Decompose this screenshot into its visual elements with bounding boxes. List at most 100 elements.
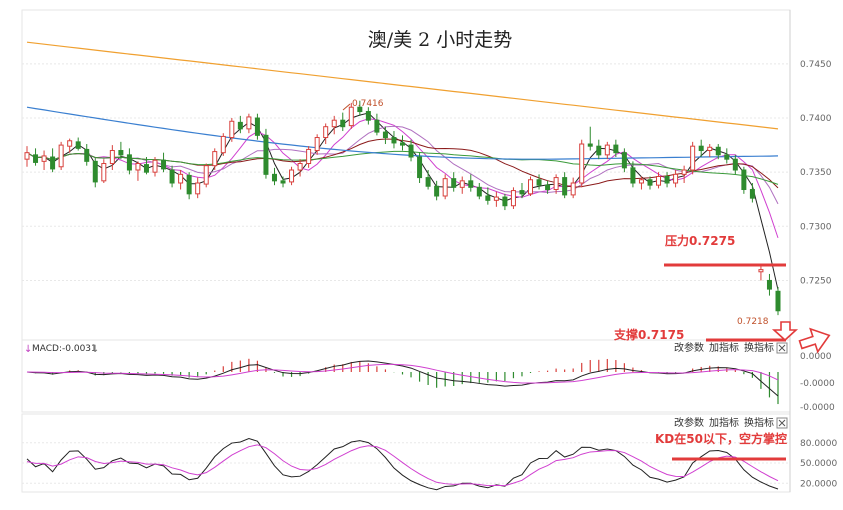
- candle-up: [220, 135, 226, 154]
- candle-down: [476, 186, 482, 197]
- macd-toolbar-switch-indicator[interactable]: 换指标: [744, 341, 774, 354]
- candle-up: [638, 179, 644, 184]
- resistance-annotation: 压力0.7275: [665, 233, 735, 248]
- candle-down: [698, 145, 704, 152]
- candle-up: [570, 182, 576, 196]
- candle-down: [749, 188, 755, 199]
- low-price-label: 0.7218: [737, 317, 769, 327]
- macd-gray-arrow-icon: ↓: [91, 344, 99, 355]
- candle-down: [271, 173, 277, 182]
- price-y-tick-label: 0.7450: [800, 60, 832, 70]
- macd-toolbar-add-indicator[interactable]: 加指标: [709, 341, 739, 354]
- candle-up: [178, 173, 184, 184]
- candle-layer: [24, 100, 781, 316]
- candle-down: [451, 178, 457, 188]
- macd-dif-line: [26, 360, 779, 397]
- candle-down: [50, 156, 56, 170]
- candle-up: [656, 176, 662, 186]
- high-label-leader: [342, 103, 351, 111]
- kd-toolbar-switch-indicator[interactable]: 换指标: [744, 416, 774, 429]
- candle-down: [621, 152, 627, 169]
- macd-y-tick-label: -0.0000: [800, 403, 835, 413]
- kd-d-line: [26, 444, 779, 487]
- candle-down: [587, 143, 593, 147]
- candle-up: [135, 163, 141, 171]
- y-tick-layer: 0.7450 0.7400 0.7350 0.7300 0.7250 0.0000 -0.0…: [800, 60, 837, 489]
- candle-up: [212, 151, 218, 167]
- price-y-tick-label: 0.7250: [800, 276, 832, 286]
- candle-up: [528, 179, 534, 195]
- candle-down: [519, 190, 525, 195]
- candle-down: [766, 279, 772, 290]
- macd-y-tick-label: 0.0000: [800, 352, 832, 362]
- candle-down: [775, 290, 781, 312]
- candle-down: [92, 160, 98, 183]
- candle-down: [647, 179, 653, 186]
- candle-down: [75, 141, 81, 149]
- candle-down: [280, 180, 286, 184]
- candle-down: [126, 154, 132, 171]
- candle-down: [33, 154, 39, 163]
- high-price-label: 0.7416: [352, 99, 384, 109]
- macd-close-icon[interactable]: [776, 342, 788, 354]
- candle-up: [314, 137, 320, 152]
- kd-toolbar-change-params[interactable]: 改参数: [674, 416, 704, 429]
- candle-down: [84, 148, 90, 162]
- candle-up: [331, 119, 337, 128]
- candle-down: [434, 185, 440, 197]
- down-arrow-icon: [771, 321, 799, 342]
- candle-down: [596, 145, 602, 156]
- candle-up: [297, 163, 303, 171]
- kd-close-icon[interactable]: [776, 417, 788, 429]
- candle-up: [195, 182, 201, 195]
- kd-toolbar-add-indicator[interactable]: 加指标: [709, 416, 739, 429]
- kd-y-tick-label: 20.0000: [800, 479, 837, 489]
- candle-down: [169, 169, 175, 184]
- candle-down: [400, 142, 405, 146]
- macd-toolbar-change-params[interactable]: 改参数: [674, 341, 704, 354]
- candle-down: [237, 121, 243, 130]
- candle-down: [143, 164, 149, 173]
- candle-up: [604, 144, 610, 156]
- kd-annotation: KD在50以下，空方掌控: [655, 431, 787, 446]
- candle-up: [101, 163, 107, 182]
- candle-up: [493, 196, 499, 201]
- candle-up: [673, 173, 679, 184]
- candle-down: [562, 177, 568, 196]
- kd-y-tick-label: 80.0000: [800, 439, 837, 449]
- ma-line-green: [26, 150, 779, 185]
- candle-down: [545, 184, 551, 190]
- candle-up: [579, 143, 585, 184]
- right-arrow-icon: [798, 327, 831, 354]
- candle-down: [741, 169, 747, 190]
- ma-line-orange: [26, 41, 779, 130]
- candle-down: [118, 150, 124, 156]
- candle-up: [442, 178, 448, 197]
- candle-up: [67, 140, 73, 147]
- candle-down: [630, 167, 636, 184]
- grid-layer: [22, 63, 790, 484]
- kd-k-line: [26, 438, 779, 491]
- candle-down: [254, 117, 260, 136]
- kd-y-tick-label: 50.0000: [800, 459, 837, 469]
- macd-y-tick-label: -0.0000: [800, 379, 835, 389]
- candle-down: [186, 174, 192, 195]
- candle-up: [24, 152, 30, 160]
- macd-layer: [26, 358, 779, 405]
- candle-down: [485, 195, 491, 201]
- ma-line-blue: [26, 106, 779, 160]
- candle-down: [357, 106, 363, 113]
- candle-down: [391, 137, 397, 144]
- candle-down: [724, 154, 730, 160]
- candle-up: [41, 155, 47, 162]
- candle-down: [425, 177, 431, 187]
- candle-down: [263, 134, 269, 175]
- price-y-tick-label: 0.7350: [800, 168, 832, 178]
- candle-down: [374, 119, 380, 133]
- candle-down: [340, 119, 346, 128]
- candle-down: [161, 159, 167, 170]
- candle-down: [408, 144, 414, 158]
- candle-up: [510, 190, 516, 207]
- macd-down-arrow-icon: ↓: [24, 344, 32, 355]
